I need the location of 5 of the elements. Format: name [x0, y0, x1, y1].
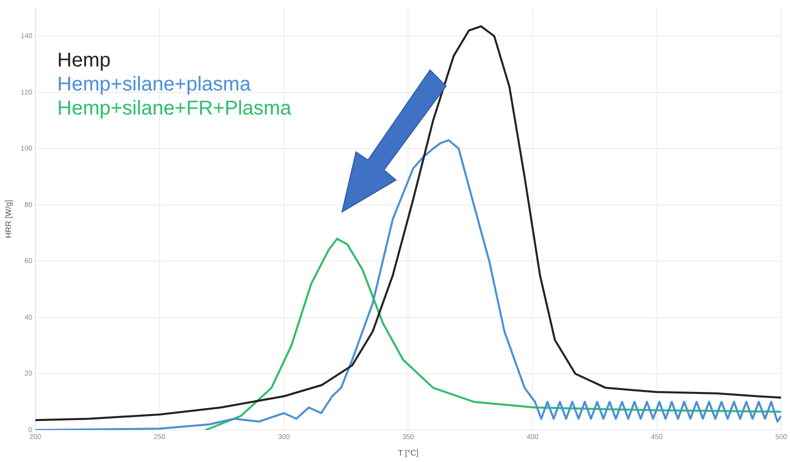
text: Hemp+silane+plasma — [57, 74, 252, 96]
y-axis-title: HRR [W/g] — [4, 200, 14, 238]
text: Hemp — [57, 50, 111, 72]
text: Hemp+silane+FR+Plasma — [57, 98, 292, 120]
x-axis-title: T [°C] — [398, 448, 418, 458]
